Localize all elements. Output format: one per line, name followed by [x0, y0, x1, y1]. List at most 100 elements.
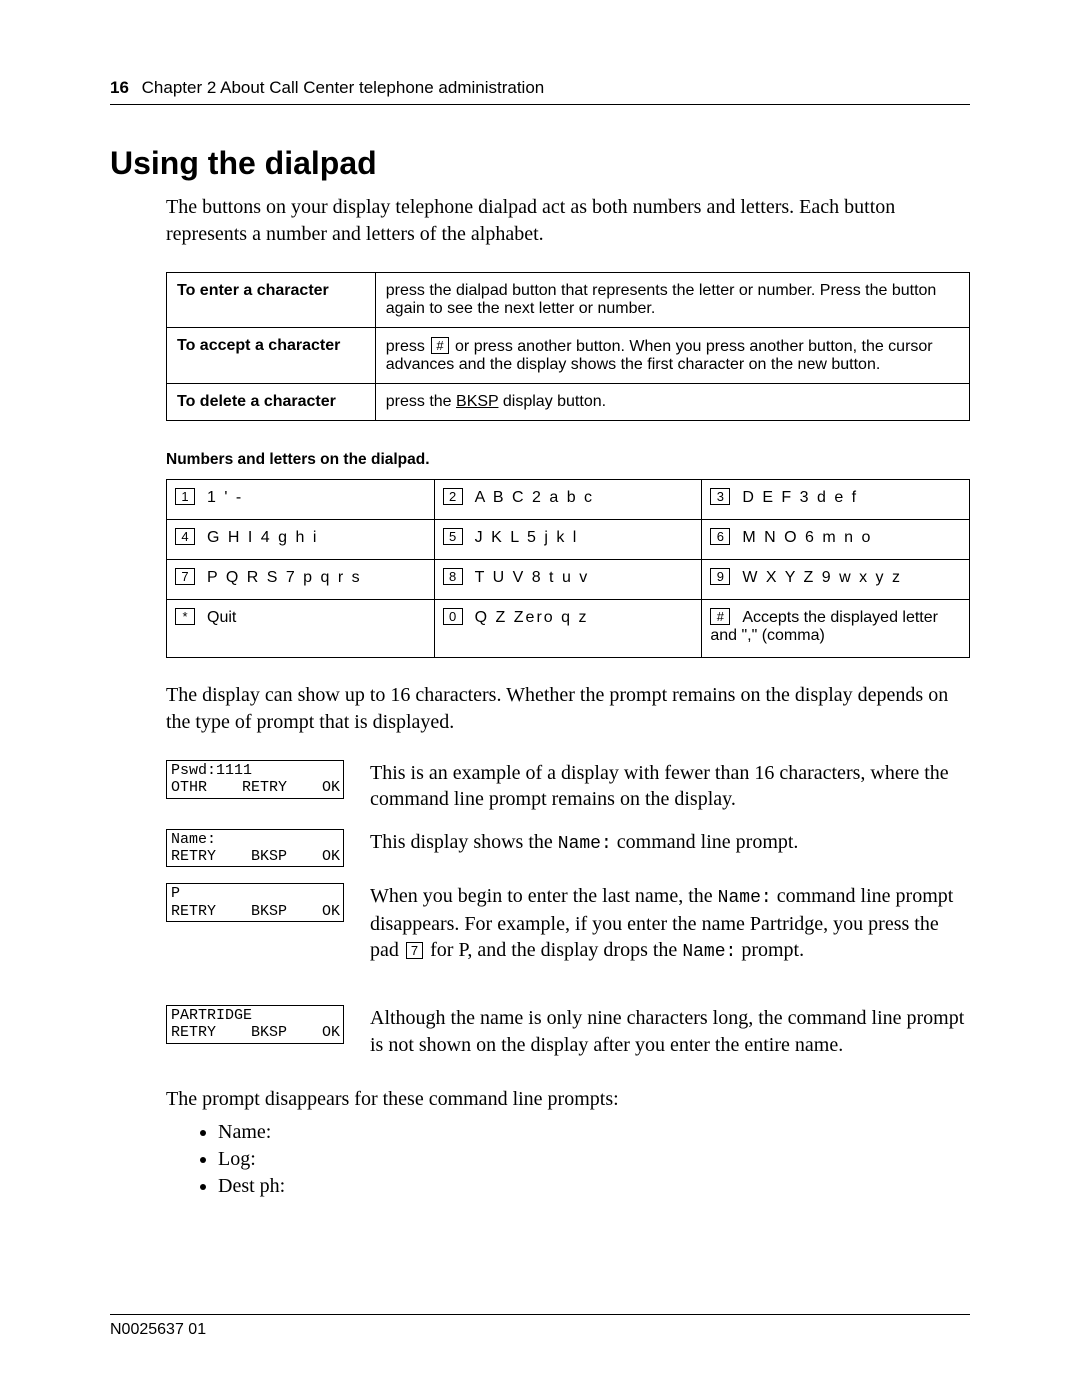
list-item: Name:	[218, 1121, 970, 1144]
lcd-softkeys: RETRY BKSP OK	[171, 903, 340, 920]
table-row: To accept a character press # or press a…	[167, 328, 970, 384]
dialpad-key-icon: 1	[175, 488, 195, 505]
softkey: BKSP	[251, 1024, 287, 1041]
text: display button.	[498, 393, 606, 410]
softkey: RETRY	[171, 1024, 216, 1041]
softkey: RETRY	[242, 779, 287, 796]
display-example: Pswd:1111 OTHR RETRY OK This is an examp…	[166, 760, 970, 813]
display-description: This display shows the Name: command lin…	[370, 829, 970, 857]
dialpad-letters: 1 ' -	[207, 489, 243, 506]
lcd-line1: PARTRIDGE	[171, 1007, 340, 1024]
softkey: OK	[322, 1024, 340, 1041]
dialpad-cell: 5 J K L 5 j k l	[434, 520, 702, 560]
doc-id: N0025637 01	[110, 1321, 206, 1338]
softkey: RETRY	[171, 903, 216, 920]
intro-paragraph: The buttons on your display telephone di…	[166, 194, 970, 248]
hash-key-icon: #	[431, 337, 448, 354]
dialpad-key-icon: 5	[443, 528, 463, 545]
row-desc: press # or press another button. When yo…	[375, 328, 969, 384]
text: prompt.	[736, 939, 804, 961]
display-example: Name: RETRY BKSP OK This display shows t…	[166, 829, 970, 868]
dialpad-letters: P Q R S 7 p q r s	[207, 569, 362, 586]
dialpad-key-icon: 6	[710, 528, 730, 545]
dialpad-cell: #Accepts the displayed letter and "," (c…	[702, 600, 970, 658]
dialpad-key-icon: 7	[406, 942, 423, 959]
display-example: P RETRY BKSP OK When you begin to enter …	[166, 883, 970, 965]
dialpad-key-icon: 7	[175, 568, 195, 585]
character-actions-table: To enter a character press the dialpad b…	[166, 272, 970, 421]
dialpad-key-icon: 3	[710, 488, 730, 505]
dialpad-cell: * Quit	[167, 600, 435, 658]
lcd-line1: Pswd:1111	[171, 762, 340, 779]
display-description: When you begin to enter the last name, t…	[370, 883, 970, 965]
mono-text: Name:	[558, 834, 612, 854]
dialpad-cell: 8 T U V 8 t u v	[434, 560, 702, 600]
mono-text: Name:	[682, 942, 736, 962]
text: press the	[386, 393, 456, 410]
dialpad-letters: D E F 3 d e f	[742, 489, 858, 506]
dialpad-letters: J K L 5 j k l	[475, 529, 579, 546]
row-label: To enter a character	[167, 273, 376, 328]
dialpad-key-icon: 8	[443, 568, 463, 585]
section-title: Using the dialpad	[110, 145, 970, 182]
lcd-line1: Name:	[171, 831, 340, 848]
text: press	[386, 338, 430, 355]
lcd-softkeys: OTHR RETRY OK	[171, 779, 340, 796]
dialpad-letters: T U V 8 t u v	[475, 569, 590, 586]
dialpad-letters: Accepts the displayed letter and "," (co…	[710, 609, 938, 644]
dialpad-cell: 7 P Q R S 7 p q r s	[167, 560, 435, 600]
dialpad-letters: Quit	[207, 609, 236, 626]
dialpad-cell: 2 A B C 2 a b c	[434, 480, 702, 520]
list-item: Dest ph:	[218, 1175, 970, 1198]
softkey: OK	[322, 903, 340, 920]
dialpad-letters: G H I 4 g h i	[207, 529, 318, 546]
row-label: To delete a character	[167, 384, 376, 421]
content-block: The buttons on your display telephone di…	[166, 194, 970, 1198]
softkey: RETRY	[171, 848, 216, 865]
lcd-softkeys: RETRY BKSP OK	[171, 848, 340, 865]
row-label: To accept a character	[167, 328, 376, 384]
dialpad-key-icon: 2	[443, 488, 463, 505]
display-example: PARTRIDGE RETRY BKSP OK Although the nam…	[166, 1005, 970, 1058]
dialpad-table: 1 1 ' - 2 A B C 2 a b c 3 D E F 3 d e f 4G …	[166, 479, 970, 658]
dialpad-key-icon: *	[175, 608, 195, 625]
dialpad-cell: 6 M N O 6 m n o	[702, 520, 970, 560]
dialpad-letters: Q Z Zero q z	[475, 609, 589, 626]
display-description: This is an example of a display with few…	[370, 760, 970, 813]
text: or press another button. When you press …	[386, 338, 933, 373]
dialpad-caption: Numbers and letters on the dialpad.	[166, 451, 970, 469]
lcd-display: P RETRY BKSP OK	[166, 883, 344, 922]
bksp-label: BKSP	[456, 393, 498, 410]
dialpad-cell: 9 W X Y Z 9 w x y z	[702, 560, 970, 600]
dialpad-cell: 4G H I 4 g h i	[167, 520, 435, 560]
footer: N0025637 01	[110, 1314, 970, 1339]
softkey: OK	[322, 779, 340, 796]
running-header: 16 Chapter 2 About Call Center telephone…	[110, 78, 970, 105]
dialpad-letters: A B C 2 a b c	[475, 489, 594, 506]
display-description: Although the name is only nine character…	[370, 1005, 970, 1058]
lcd-display: Pswd:1111 OTHR RETRY OK	[166, 760, 344, 799]
text: for P, and the display drops the	[425, 939, 682, 961]
dialpad-key-icon: 0	[443, 608, 463, 625]
lcd-softkeys: RETRY BKSP OK	[171, 1024, 340, 1041]
dialpad-letters: M N O 6 m n o	[742, 529, 872, 546]
dialpad-key-icon: #	[710, 608, 730, 625]
mono-text: Name:	[718, 888, 772, 908]
softkey: BKSP	[251, 848, 287, 865]
table-row: To delete a character press the BKSP dis…	[167, 384, 970, 421]
dialpad-letters: W X Y Z 9 w x y z	[742, 569, 902, 586]
lcd-display: PARTRIDGE RETRY BKSP OK	[166, 1005, 344, 1044]
softkey: BKSP	[251, 903, 287, 920]
prompts-list: Name: Log: Dest ph:	[166, 1121, 970, 1198]
list-item: Log:	[218, 1148, 970, 1171]
page-number: 16	[110, 78, 129, 97]
text: This display shows the	[370, 831, 558, 853]
text: When you begin to enter the last name, t…	[370, 885, 718, 907]
mid-paragraph: The display can show up to 16 characters…	[166, 682, 970, 736]
dialpad-cell: 0 Q Z Zero q z	[434, 600, 702, 658]
lcd-line1: P	[171, 885, 340, 902]
text: command line prompt.	[612, 831, 799, 853]
row-desc: press the BKSP display button.	[375, 384, 969, 421]
dialpad-cell: 3 D E F 3 d e f	[702, 480, 970, 520]
dialpad-key-icon: 9	[710, 568, 730, 585]
